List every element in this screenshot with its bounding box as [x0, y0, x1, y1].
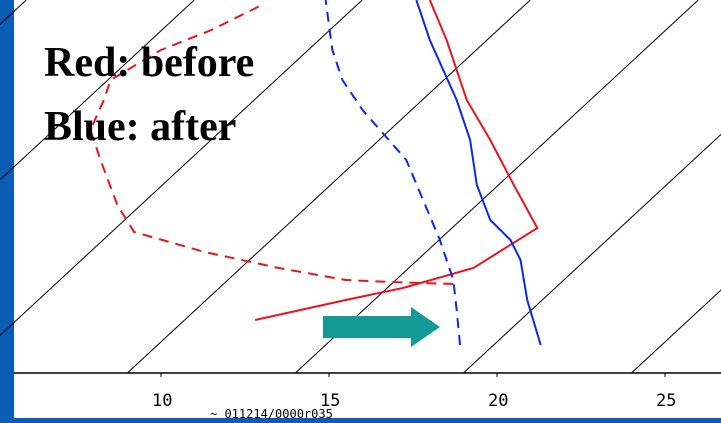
series-line-0: [254, 0, 539, 321]
arrow-icon: [323, 307, 440, 347]
x-axis-ticks: 10 15 20 25: [152, 373, 676, 411]
isotherm-line: [0, 0, 363, 337]
tick-label: 20: [488, 391, 508, 411]
legend-after: Blue: after: [44, 104, 236, 150]
footer-label: ~ 011214/0000r035: [210, 407, 333, 421]
tick-label: 15: [320, 391, 340, 411]
plot-background: [14, 0, 721, 418]
series-line-2: [415, 0, 542, 346]
arrow-shaft: [323, 316, 413, 338]
isotherm-line: [127, 0, 531, 374]
isotherm-line: [295, 0, 699, 374]
series-line-3: [324, 0, 462, 346]
tick-label: 10: [152, 391, 172, 411]
tick-label: 25: [656, 391, 676, 411]
series-line-1: [89, 4, 454, 285]
isotherm-line: [631, 289, 721, 374]
series-layer: [89, 0, 542, 346]
legend-before: Red: before: [44, 40, 254, 86]
isotherm-line: [0, 0, 195, 181]
arrow-head: [411, 307, 440, 347]
